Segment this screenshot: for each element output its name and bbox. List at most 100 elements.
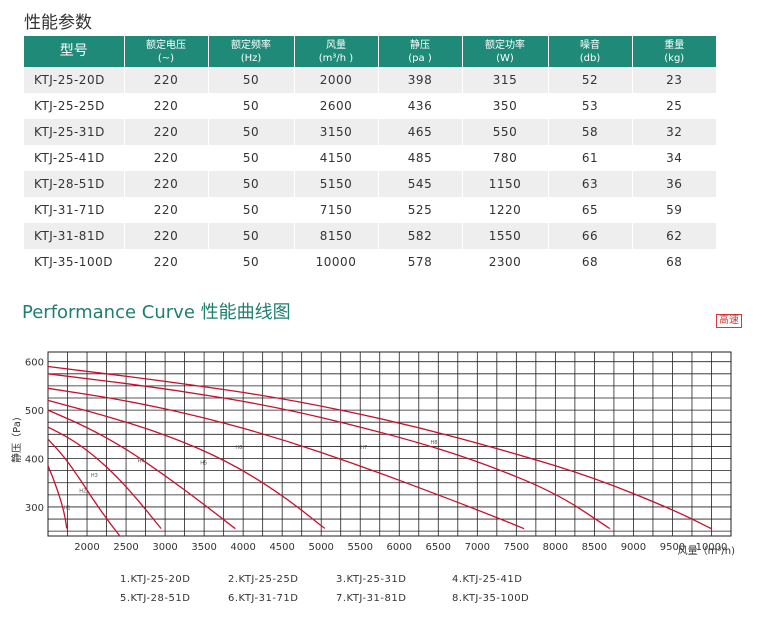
cell-weight: 62 (632, 223, 716, 249)
cell-weight: 34 (632, 145, 716, 171)
speed-badge: 高速 (716, 314, 742, 328)
cell-model: KTJ-28-51D (24, 171, 125, 197)
curve-label: H4 (138, 458, 145, 464)
table-row: KTJ-28-51D 220 50 5150 545 1150 63 36 (24, 171, 716, 197)
x-tick-label: 7500 (504, 542, 529, 553)
x-tick-label: 5500 (348, 542, 373, 553)
curve-h4 (47, 409, 236, 530)
cell-pressure: 545 (378, 171, 463, 197)
legend-item: 3.KTJ-25-31D (336, 574, 407, 585)
header-unit: (pa ) (408, 52, 432, 64)
cell-pressure: 582 (378, 223, 463, 249)
cell-weight: 68 (632, 249, 716, 275)
table-row: KTJ-25-31D 220 50 3150 465 550 58 32 (24, 119, 716, 145)
table-row: KTJ-25-25D 220 50 2600 436 350 53 25 (24, 93, 716, 119)
x-tick-label: 5000 (308, 542, 333, 553)
cell-weight: 25 (632, 93, 716, 119)
cell-weight: 36 (632, 171, 716, 197)
header-unit: (W) (496, 52, 514, 64)
cell-noise: 65 (548, 197, 633, 223)
header-airflow: 风量 (m³/h ) (294, 36, 379, 67)
header-voltage: 额定电压 (~) (124, 36, 209, 67)
cell-noise: 63 (548, 171, 633, 197)
header-static-pressure: 静压 (pa ) (378, 36, 463, 67)
cell-model: KTJ-35-100D (24, 249, 125, 275)
x-tick-label: 6000 (387, 542, 412, 553)
cell-model: KTJ-31-71D (24, 197, 125, 223)
cell-noise: 53 (548, 93, 633, 119)
cell-power: 1220 (462, 197, 549, 223)
curve-h3 (47, 426, 162, 530)
y-tick-label: 300 (25, 503, 44, 514)
cell-noise: 68 (548, 249, 633, 275)
chart-curves: H1 H2 H3 H4 H5 H6 H7 H8 (47, 365, 713, 537)
legend-item: 6.KTJ-31-71D (228, 593, 299, 604)
cell-power: 1550 (462, 223, 549, 249)
x-tick-label: 4000 (230, 542, 255, 553)
cell-model: KTJ-25-20D (24, 67, 125, 93)
header-model: 型号 (24, 36, 125, 67)
legend-item: 2.KTJ-25-25D (228, 574, 299, 585)
cell-power: 780 (462, 145, 549, 171)
legend-item: 1.KTJ-25-20D (120, 574, 191, 585)
cell-airflow: 2600 (294, 93, 379, 119)
performance-curve-chart: H1 H2 H3 H4 H5 H6 H7 H8 2000 2500 3000 3500 4000 450… (10, 351, 735, 557)
table-row: KTJ-25-20D 220 50 2000 398 315 52 23 (24, 67, 716, 93)
table-header-row: 型号 额定电压 (~) 额定频率 (Hz) 风量 (m³/h ) 静压 (pa … (24, 36, 716, 67)
curve-h8 (47, 365, 713, 530)
header-label: 型号 (59, 43, 88, 59)
cell-frequency: 50 (208, 67, 295, 93)
cell-frequency: 50 (208, 119, 295, 145)
header-unit: (~) (157, 52, 175, 64)
cell-model: KTJ-31-81D (24, 223, 125, 249)
cell-pressure: 398 (378, 67, 463, 93)
x-tick-label: 8500 (582, 542, 607, 553)
x-tick-label: 2000 (74, 542, 99, 553)
curve-label: H7 (360, 445, 367, 451)
curve-h6 (47, 387, 525, 530)
cell-voltage: 220 (124, 223, 209, 249)
legend-item: 4.KTJ-25-41D (452, 574, 523, 585)
x-tick-label: 6500 (426, 542, 451, 553)
header-weight: 重量 (kg) (632, 36, 716, 67)
cell-voltage: 220 (124, 67, 209, 93)
plot-frame (47, 351, 732, 537)
y-tick-label: 500 (25, 406, 44, 417)
header-label: 额定频率 (231, 39, 271, 51)
table-row: KTJ-31-81D 220 50 8150 582 1550 66 62 (24, 223, 716, 249)
cell-frequency: 50 (208, 145, 295, 171)
cell-weight: 32 (632, 119, 716, 145)
curve-label: H6 (235, 445, 242, 451)
table-row: KTJ-31-71D 220 50 7150 525 1220 65 59 (24, 197, 716, 223)
cell-model: KTJ-25-41D (24, 145, 125, 171)
cell-airflow: 4150 (294, 145, 379, 171)
cell-noise: 58 (548, 119, 633, 145)
cell-frequency: 50 (208, 197, 295, 223)
cell-airflow: 3150 (294, 119, 379, 145)
curve-h1 (47, 465, 68, 530)
cell-model: KTJ-25-31D (24, 119, 125, 145)
curve-label: H3 (91, 473, 98, 479)
cell-pressure: 485 (378, 145, 463, 171)
header-label: 噪音 (580, 39, 600, 51)
x-tick-label: 10000 (696, 542, 728, 553)
header-frequency: 额定频率 (Hz) (208, 36, 295, 67)
cell-power: 350 (462, 93, 549, 119)
x-tick-label: 3000 (152, 542, 177, 553)
header-power: 额定功率 (W) (462, 36, 549, 67)
header-label: 重量 (664, 39, 685, 51)
curve-label: H5 (200, 460, 207, 466)
cell-airflow: 8150 (294, 223, 379, 249)
cell-pressure: 578 (378, 249, 463, 275)
cell-voltage: 220 (124, 249, 209, 275)
header-label: 额定电压 (146, 39, 186, 51)
cell-pressure: 465 (378, 119, 463, 145)
table-row: KTJ-25-41D 220 50 4150 485 780 61 34 (24, 145, 716, 171)
cell-frequency: 50 (208, 249, 295, 275)
legend-item: 5.KTJ-28-51D (120, 593, 191, 604)
cell-power: 2300 (462, 249, 549, 275)
x-tick-label: 7000 (465, 542, 490, 553)
cell-model: KTJ-25-25D (24, 93, 125, 119)
cell-pressure: 525 (378, 197, 463, 223)
cell-weight: 23 (632, 67, 716, 93)
